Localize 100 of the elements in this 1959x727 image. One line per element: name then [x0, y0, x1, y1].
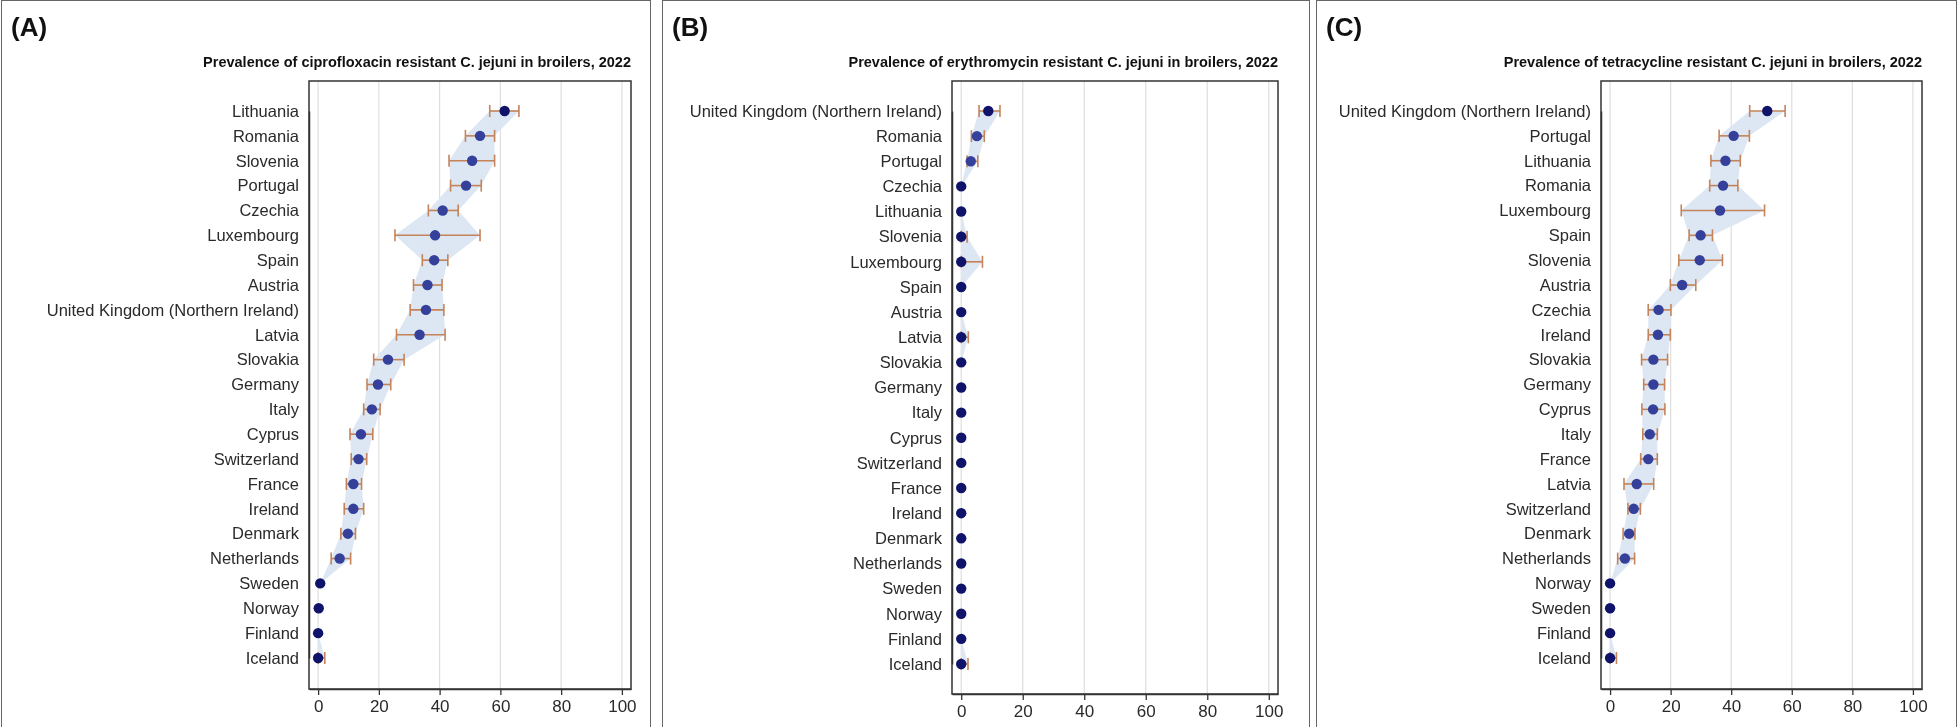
point [956, 482, 967, 494]
point [956, 457, 967, 469]
point [1643, 453, 1654, 465]
point [956, 533, 967, 544]
y-tick-label: Denmark [1524, 524, 1592, 543]
y-tick-label: Switzerland [213, 449, 299, 468]
chart-title: Prevalence of ciprofloxacin resistant C. jejuni in broilers, 2022 [203, 54, 631, 70]
y-tick-label: Finland [244, 623, 299, 642]
point [372, 379, 384, 390]
y-tick-label: Luxembourg [207, 226, 299, 245]
y-tick-label: Luxembourg [1499, 201, 1591, 220]
text: (B) [672, 12, 709, 42]
y-tick-label: Ireland [1540, 325, 1591, 344]
point [956, 256, 967, 268]
point [312, 627, 324, 639]
y-tick-label: Denmark [875, 529, 943, 548]
y-tick-label: Norway [243, 599, 300, 618]
y-tick-label: Sweden [239, 574, 299, 593]
point [956, 306, 967, 318]
x-tick-label: 80 [1843, 697, 1863, 717]
y-tick-label: Czechia [1531, 300, 1592, 319]
point [1648, 379, 1659, 390]
x-tick-label: 40 [430, 697, 450, 717]
y-tick-label: Cyprus [246, 425, 299, 444]
y-tick-label: Cyprus [1538, 400, 1591, 419]
x-tick-label: 60 [1782, 697, 1802, 717]
y-tick-label: Austria [890, 302, 943, 321]
point [1762, 105, 1773, 117]
point [1648, 354, 1659, 365]
y-tick-label: Lithuania [232, 101, 300, 120]
point [956, 407, 967, 418]
y-tick-label: Germany [874, 378, 943, 397]
point [1604, 578, 1616, 589]
point [956, 583, 967, 594]
point [1604, 652, 1616, 664]
y-tick-label: Slovakia [879, 353, 943, 372]
point [420, 304, 432, 316]
point [1619, 553, 1631, 564]
x-tick-label: 20 [369, 697, 389, 717]
x-tick-label: 100 [1255, 702, 1284, 722]
y-tick-label: Norway [1535, 574, 1592, 593]
point [315, 578, 326, 589]
y-tick-label: Ireland [248, 499, 299, 518]
y-tick-label: France [1539, 449, 1591, 468]
point [499, 105, 510, 117]
point [1631, 478, 1642, 490]
x-tick-label: 80 [1198, 702, 1218, 722]
y-tick-label: Iceland [245, 648, 299, 667]
point [956, 382, 967, 393]
y-tick-label: Italy [1560, 425, 1592, 444]
y-tick-label: Romania [232, 126, 300, 145]
y-tick-label: Italy [268, 400, 300, 419]
y-tick-label: France [890, 478, 942, 497]
point [956, 332, 967, 343]
y-tick-label: Slovakia [236, 350, 300, 369]
point [348, 478, 359, 490]
y-tick-label: Norway [886, 604, 943, 623]
y-tick-label: Iceland [888, 654, 942, 673]
y-tick-label: Portugal [880, 152, 942, 171]
point [466, 155, 478, 166]
text: (A) [11, 12, 48, 42]
y-tick-label: Finland [887, 629, 942, 648]
y-tick-label: Romania [875, 126, 943, 145]
y-tick-label: Lithuania [1524, 151, 1592, 170]
point [382, 354, 394, 365]
point [355, 429, 367, 440]
point [414, 329, 425, 340]
y-tick-label: Czechia [239, 201, 300, 220]
y-tick-label: Netherlands [210, 549, 299, 568]
x-tick-label: 0 [313, 697, 324, 717]
y-tick-label: Latvia [1546, 474, 1592, 493]
y-tick-label: United Kingdom (Northern Ireland) [689, 101, 942, 120]
y-tick-label: Denmark [232, 524, 300, 543]
point [956, 633, 967, 645]
point [312, 652, 324, 664]
point [1714, 205, 1726, 216]
point [1644, 429, 1655, 440]
point [956, 432, 967, 443]
point [1694, 254, 1705, 266]
x-tick-label: 100 [608, 697, 637, 717]
point [956, 181, 967, 192]
y-tick-label: Slovenia [235, 151, 300, 170]
point [437, 205, 448, 216]
point [956, 281, 967, 293]
y-tick-label: Latvia [897, 328, 943, 347]
point [460, 180, 472, 191]
y-tick-label: Iceland [1537, 648, 1591, 667]
y-tick-label: Austria [247, 275, 300, 294]
point [956, 608, 967, 619]
point [366, 404, 378, 415]
y-tick-label: Spain [256, 250, 299, 269]
y-tick-label: Slovakia [1528, 350, 1592, 369]
x-tick-label: 60 [491, 697, 511, 717]
y-tick-label: Cyprus [889, 428, 942, 447]
point [1676, 279, 1688, 291]
point [429, 230, 441, 241]
y-tick-label: Austria [1539, 275, 1592, 294]
y-tick-label: Spain [1548, 226, 1591, 245]
y-tick-label: Germany [231, 375, 300, 394]
chart-title: Prevalence of erythromycin resistant C. jejuni in broilers, 2022 [848, 54, 1278, 70]
